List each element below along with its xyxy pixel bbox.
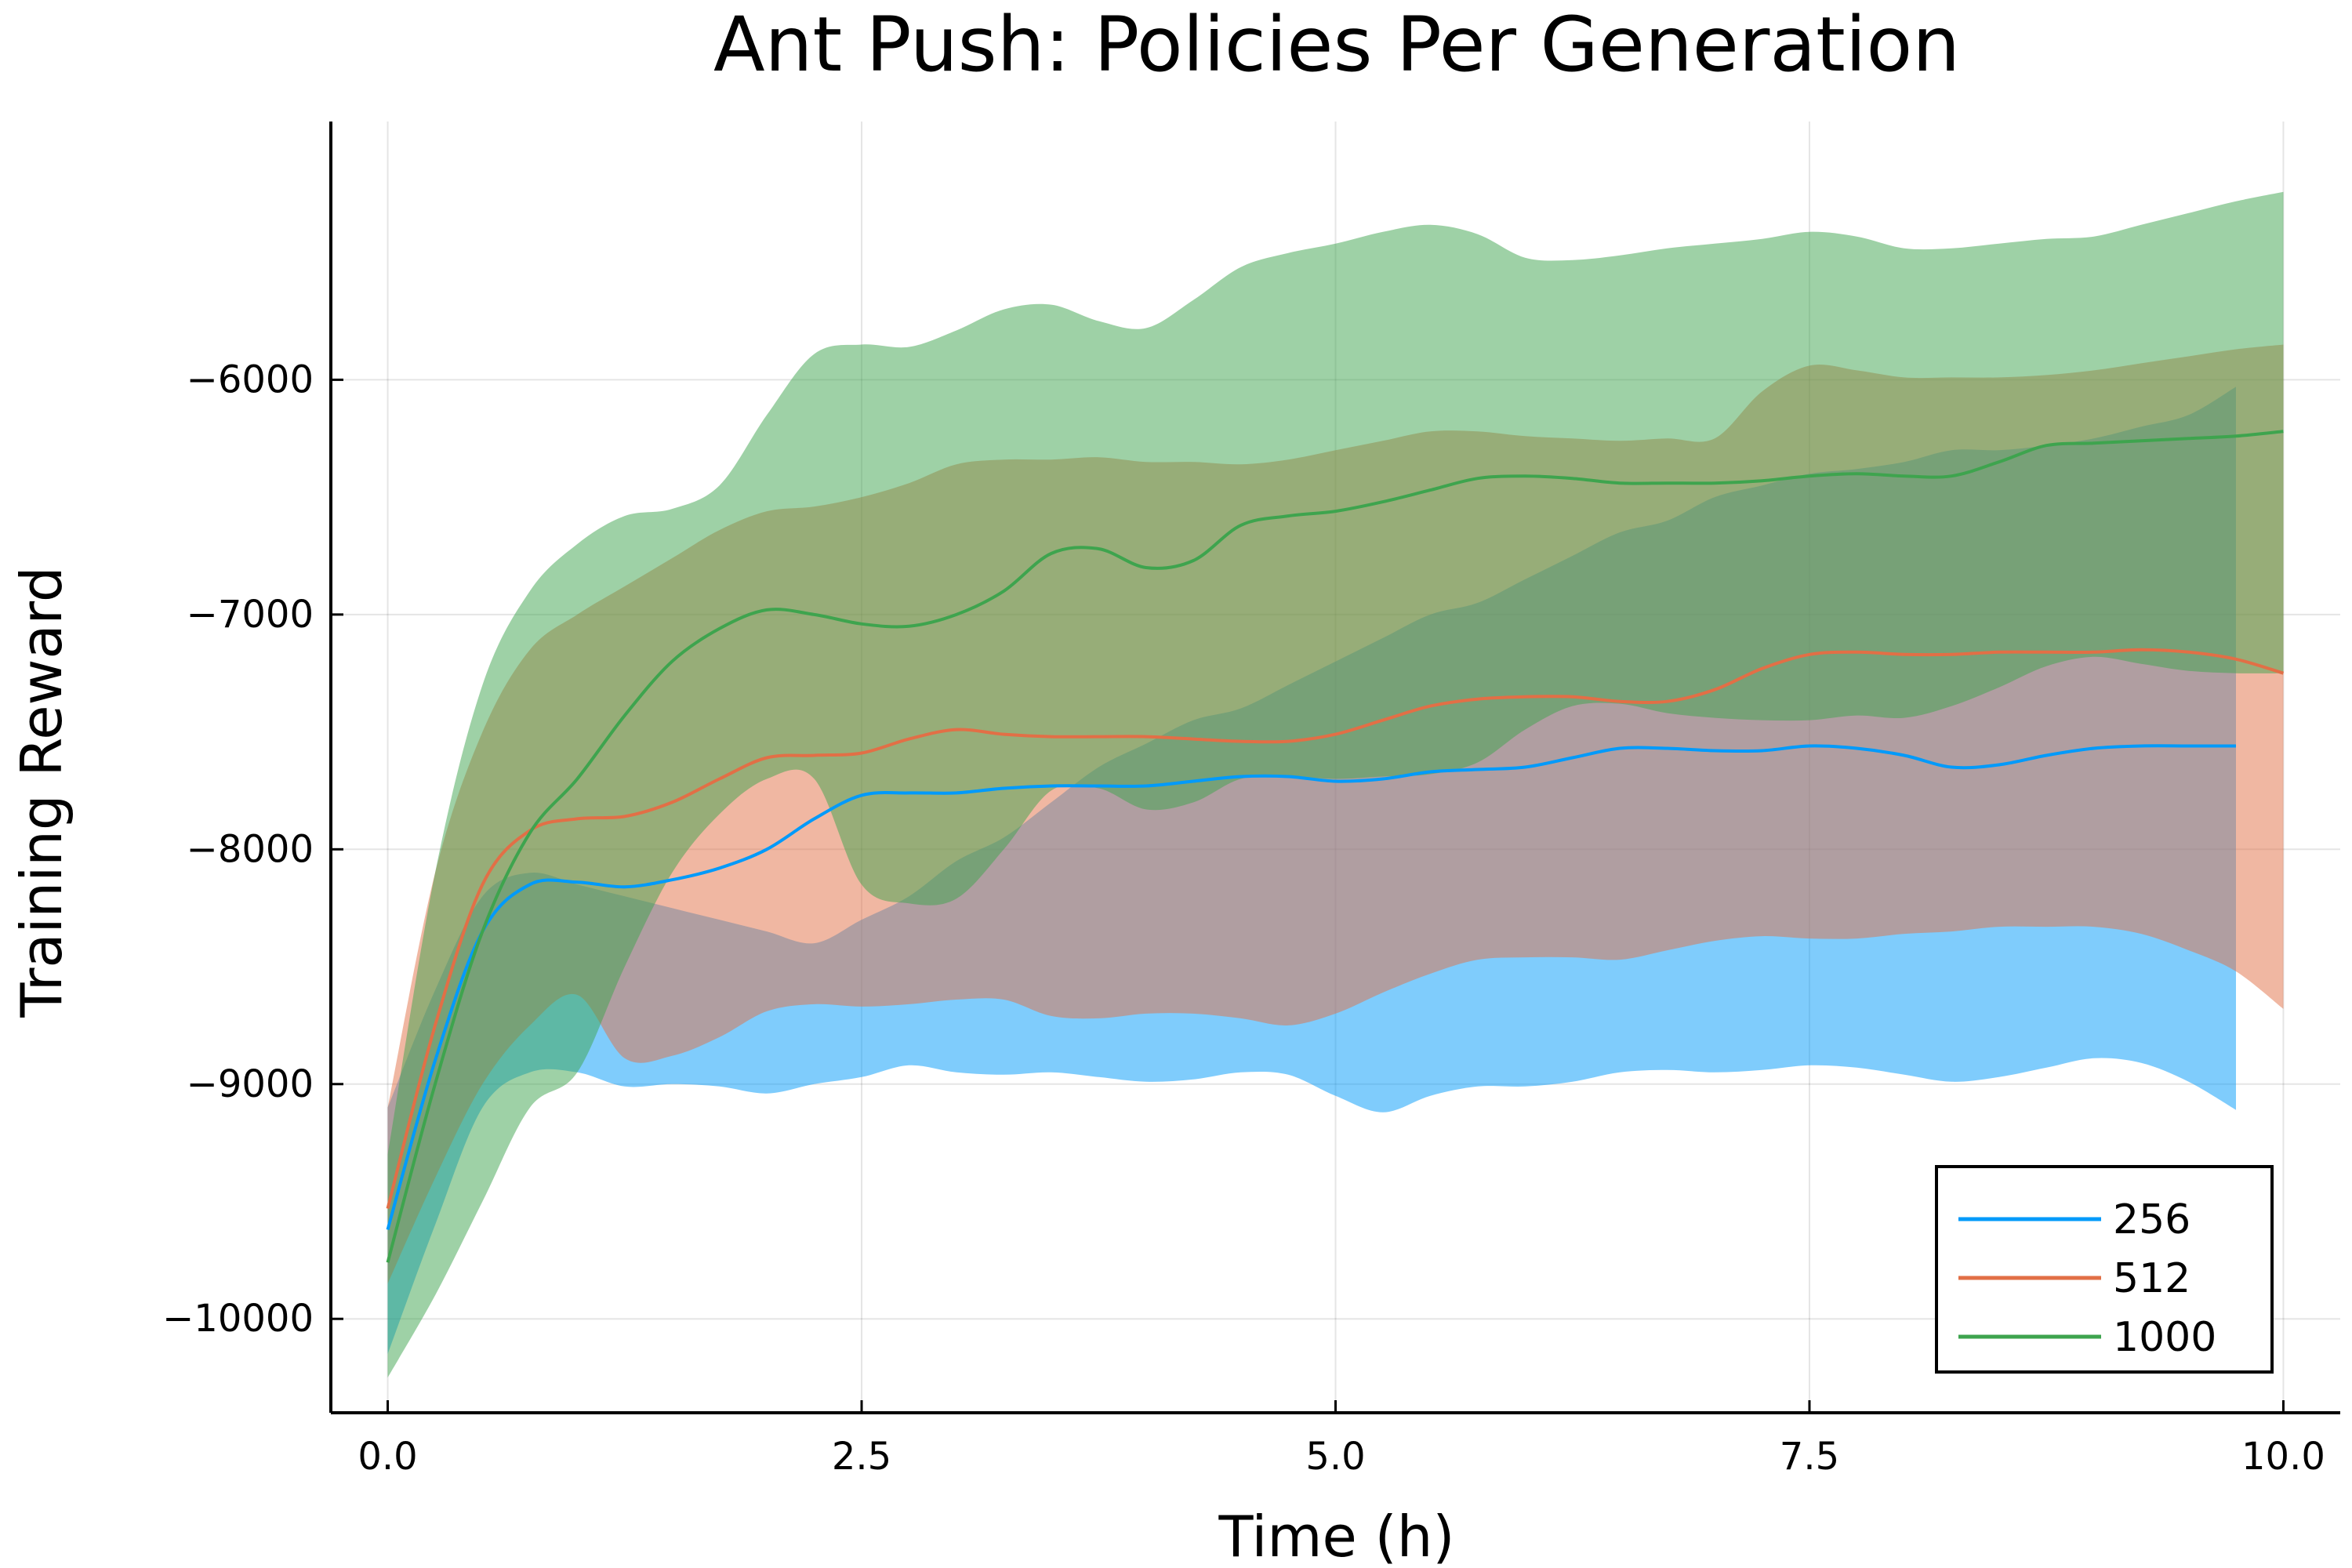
legend-label-1000: 1000 bbox=[2113, 1314, 2216, 1361]
y-axis-label: Training Reward bbox=[9, 566, 74, 1018]
y-tick-label: −8000 bbox=[187, 827, 314, 871]
lines bbox=[386, 430, 2285, 1263]
axes bbox=[329, 122, 2340, 1414]
chart-title: Ant Push: Policies Per Generation bbox=[713, 1, 1960, 89]
x-tick-label: 5.0 bbox=[1305, 1435, 1365, 1479]
line-series-512 bbox=[386, 648, 2285, 1210]
bands bbox=[387, 191, 2284, 1378]
y-tick-label: −7000 bbox=[187, 593, 314, 637]
x-tick-label: 2.5 bbox=[832, 1435, 891, 1479]
x-tick-label: 10.0 bbox=[2241, 1435, 2325, 1479]
legend-label-256: 256 bbox=[2113, 1196, 2190, 1243]
y-tick-label: −10000 bbox=[162, 1297, 314, 1341]
x-tick-labels: 0.0 2.5 5.0 7.5 10.0 bbox=[358, 1435, 2325, 1479]
x-tick-label: 0.0 bbox=[358, 1435, 417, 1479]
y-tick-label: −6000 bbox=[187, 358, 314, 401]
y-tick-label: −9000 bbox=[187, 1062, 314, 1106]
legend-label-512: 512 bbox=[2113, 1255, 2190, 1302]
x-tick-label: 7.5 bbox=[1780, 1435, 1839, 1479]
x-axis-label: Time (h) bbox=[1218, 1504, 1455, 1568]
line-series-256 bbox=[386, 744, 2236, 1230]
legend: 256 512 1000 bbox=[1935, 1165, 2274, 1374]
y-tick-labels: −10000 −9000 −8000 −7000 −6000 bbox=[162, 358, 314, 1341]
band-series-1000 bbox=[387, 191, 2284, 1378]
legend-box bbox=[1935, 1165, 2274, 1374]
line-series-1000 bbox=[386, 430, 2284, 1263]
